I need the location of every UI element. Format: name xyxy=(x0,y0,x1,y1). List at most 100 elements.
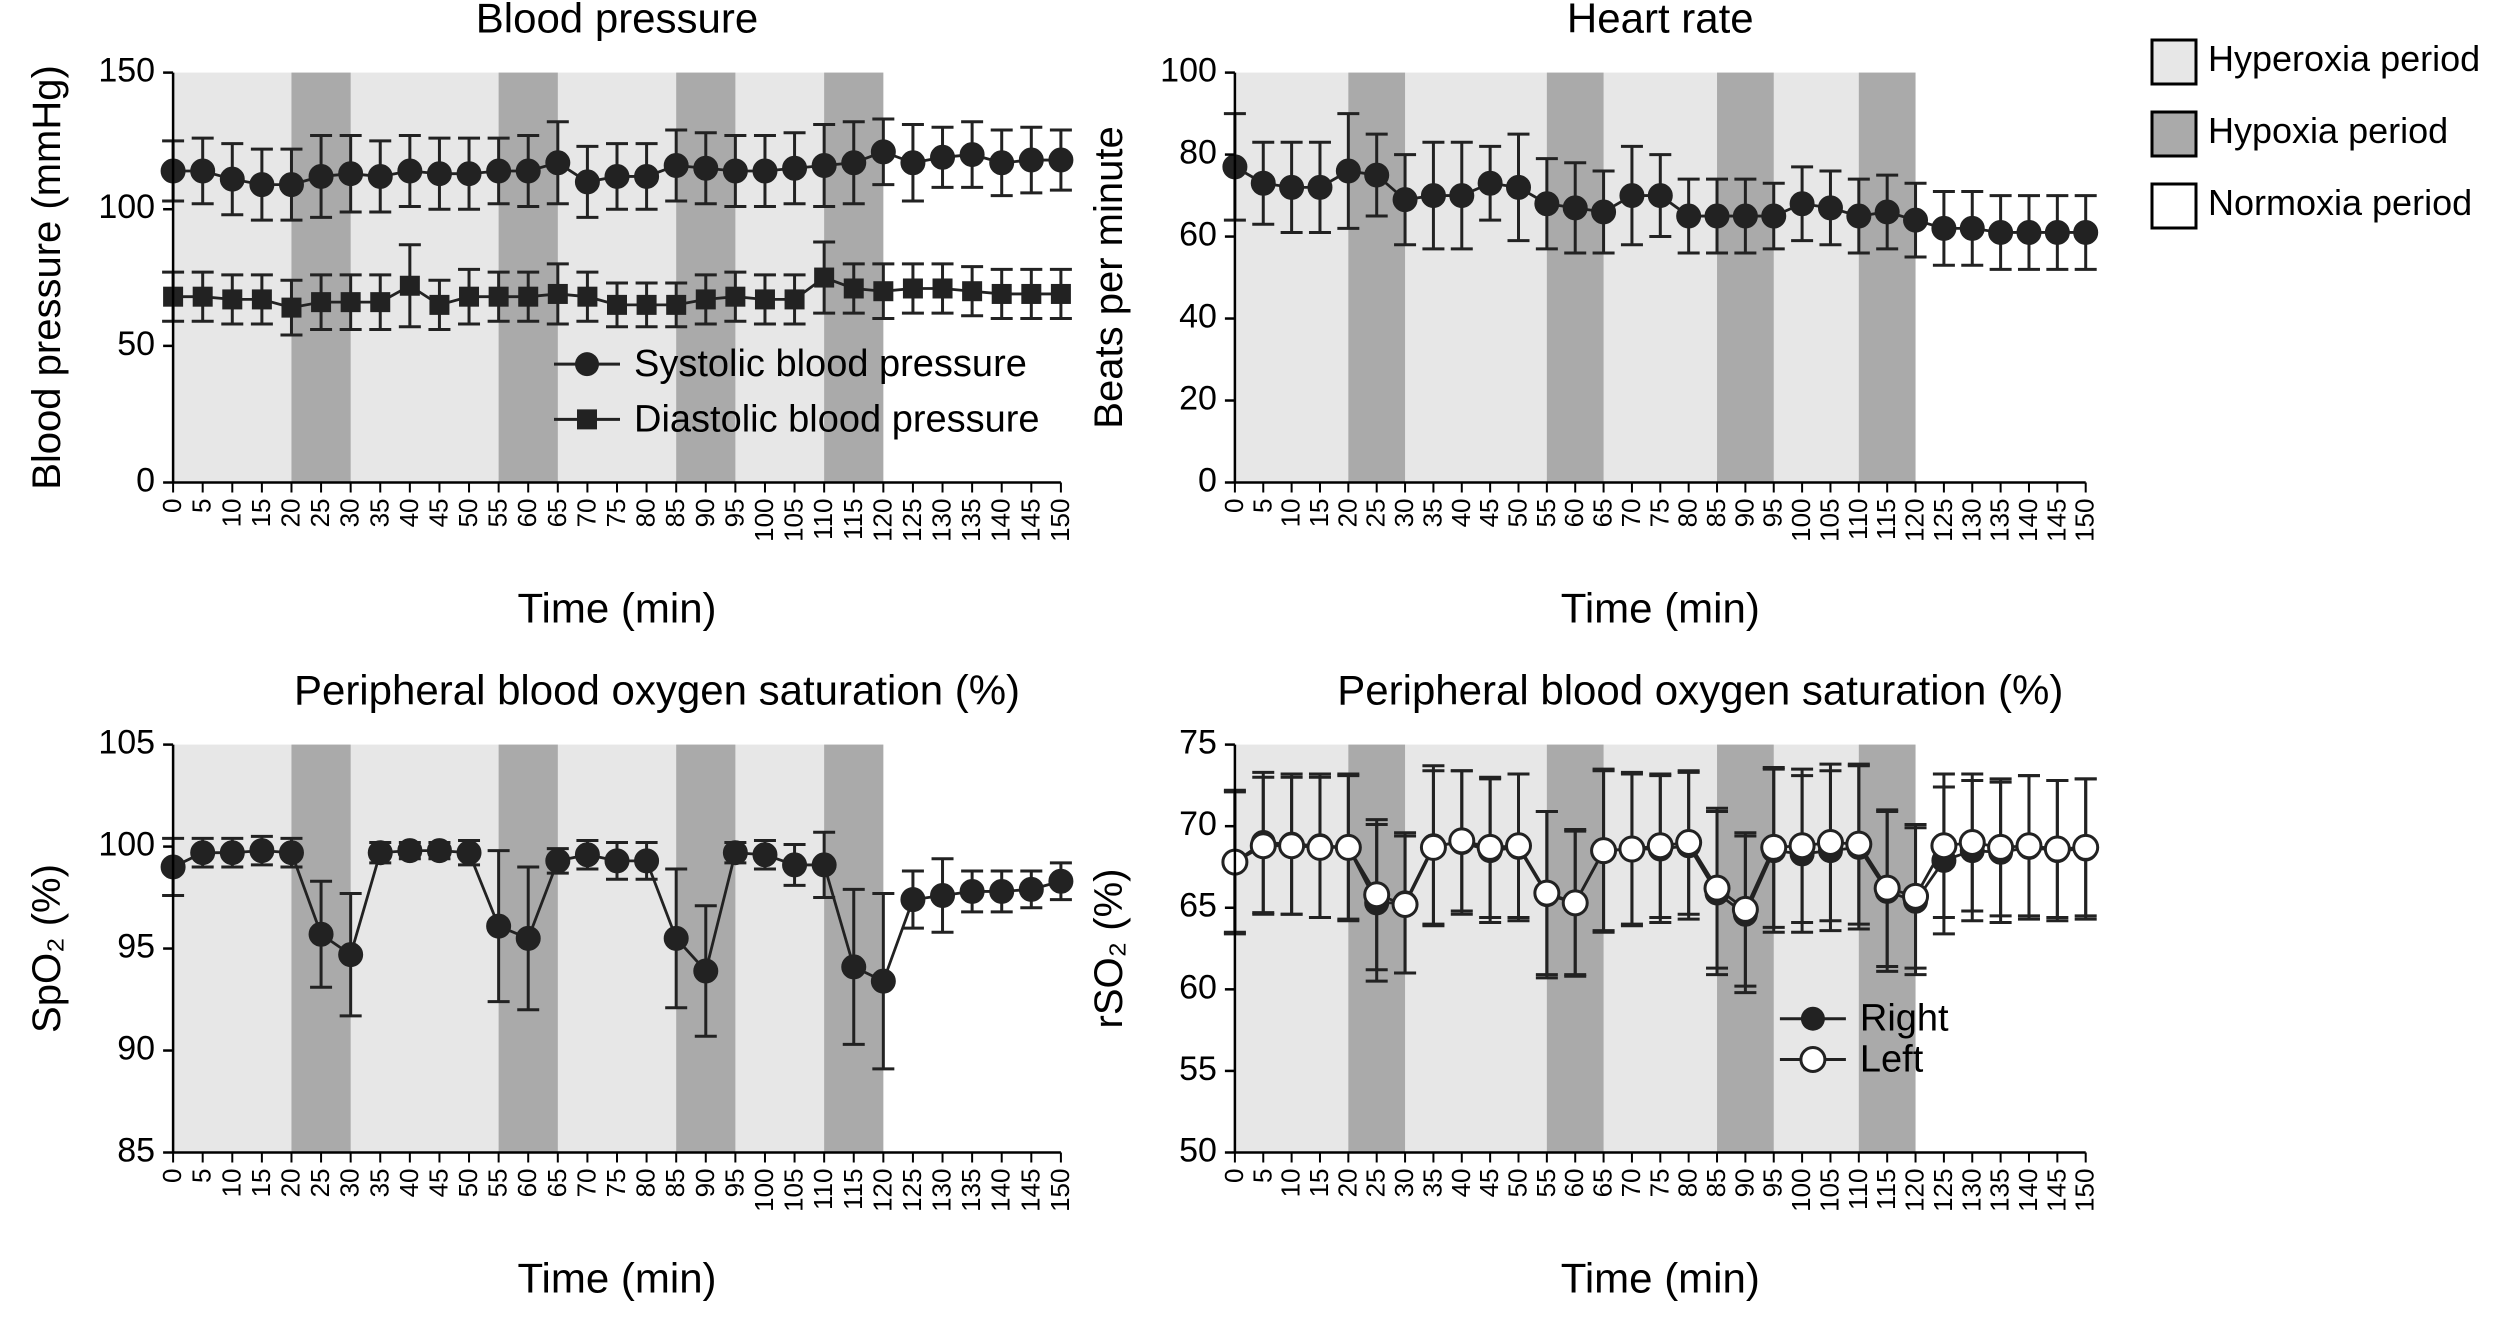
svg-text:120: 120 xyxy=(1900,499,1930,542)
svg-text:130: 130 xyxy=(1956,1169,1986,1212)
svg-text:20: 20 xyxy=(1179,380,1217,418)
svg-text:0: 0 xyxy=(136,461,155,499)
svg-text:90: 90 xyxy=(1729,1169,1759,1198)
svg-text:Time (min): Time (min) xyxy=(517,1255,716,1302)
svg-text:60: 60 xyxy=(512,1169,542,1198)
svg-text:150: 150 xyxy=(2070,1169,2100,1212)
svg-text:150: 150 xyxy=(1045,1169,1075,1212)
svg-text:60: 60 xyxy=(1559,1169,1589,1198)
svg-text:10: 10 xyxy=(216,499,246,528)
svg-text:40: 40 xyxy=(1446,499,1476,528)
svg-text:140: 140 xyxy=(2013,499,2043,542)
svg-text:Diastolic blood pressure: Diastolic blood pressure xyxy=(634,398,1040,440)
svg-text:15: 15 xyxy=(246,1169,276,1198)
svg-text:50: 50 xyxy=(1179,1131,1217,1169)
svg-text:45: 45 xyxy=(423,1169,453,1198)
svg-text:25: 25 xyxy=(1361,1169,1391,1198)
svg-text:25: 25 xyxy=(305,1169,335,1198)
svg-text:125: 125 xyxy=(1928,1169,1958,1212)
svg-text:Hyperoxia period: Hyperoxia period xyxy=(2208,38,2480,79)
svg-text:10: 10 xyxy=(1276,1169,1306,1198)
svg-text:35: 35 xyxy=(364,1169,394,1198)
svg-text:80: 80 xyxy=(631,1169,661,1198)
svg-text:55: 55 xyxy=(483,499,513,528)
svg-text:125: 125 xyxy=(897,499,927,542)
svg-text:75: 75 xyxy=(1644,499,1674,528)
svg-text:30: 30 xyxy=(335,1169,365,1198)
svg-text:95: 95 xyxy=(719,1169,749,1198)
svg-text:60: 60 xyxy=(1179,216,1217,254)
svg-text:85: 85 xyxy=(1701,1169,1731,1198)
svg-text:105: 105 xyxy=(98,724,155,762)
svg-text:150: 150 xyxy=(98,52,155,90)
svg-text:110: 110 xyxy=(1843,499,1873,540)
svg-text:100: 100 xyxy=(749,499,779,542)
svg-text:75: 75 xyxy=(1644,1169,1674,1198)
svg-text:135: 135 xyxy=(1985,1169,2015,1212)
svg-text:105: 105 xyxy=(1814,1169,1844,1212)
svg-text:80: 80 xyxy=(1179,134,1217,172)
svg-text:70: 70 xyxy=(571,1169,601,1198)
svg-text:SpO₂ (%): SpO₂ (%) xyxy=(25,864,69,1033)
svg-text:35: 35 xyxy=(1417,499,1447,528)
svg-text:115: 115 xyxy=(1871,499,1901,540)
svg-text:125: 125 xyxy=(897,1169,927,1212)
svg-text:60: 60 xyxy=(1179,968,1217,1006)
svg-text:70: 70 xyxy=(1616,499,1646,528)
svg-text:Right: Right xyxy=(1860,998,1949,1040)
svg-text:0: 0 xyxy=(157,1169,187,1183)
svg-text:90: 90 xyxy=(117,1030,155,1068)
svg-text:Time (min): Time (min) xyxy=(1561,1255,1760,1302)
svg-text:65: 65 xyxy=(542,499,572,528)
svg-text:95: 95 xyxy=(1758,1169,1788,1198)
svg-text:80: 80 xyxy=(631,499,661,528)
svg-text:55: 55 xyxy=(483,1169,513,1198)
svg-text:70: 70 xyxy=(1616,1169,1646,1198)
svg-text:85: 85 xyxy=(117,1131,155,1169)
svg-text:90: 90 xyxy=(690,499,720,528)
svg-text:105: 105 xyxy=(1814,499,1844,542)
svg-text:65: 65 xyxy=(542,1169,572,1198)
svg-text:50: 50 xyxy=(117,325,155,363)
svg-text:100: 100 xyxy=(98,826,155,864)
svg-text:95: 95 xyxy=(117,928,155,966)
svg-text:145: 145 xyxy=(2041,499,2071,542)
svg-text:35: 35 xyxy=(364,499,394,528)
svg-text:15: 15 xyxy=(246,499,276,528)
svg-text:Left: Left xyxy=(1860,1039,1924,1081)
svg-text:Systolic blood pressure: Systolic blood pressure xyxy=(634,343,1027,385)
svg-text:140: 140 xyxy=(2013,1169,2043,1212)
svg-text:20: 20 xyxy=(1332,499,1362,528)
svg-text:85: 85 xyxy=(1701,499,1731,528)
svg-text:Blood pressure: Blood pressure xyxy=(476,0,759,42)
svg-text:130: 130 xyxy=(1956,499,1986,542)
svg-text:20: 20 xyxy=(275,1169,305,1198)
svg-text:60: 60 xyxy=(1559,499,1589,528)
svg-text:Beats per minute: Beats per minute xyxy=(1087,126,1131,428)
svg-text:25: 25 xyxy=(305,499,335,528)
svg-text:25: 25 xyxy=(1361,499,1391,528)
svg-text:5: 5 xyxy=(1247,499,1277,513)
svg-text:5: 5 xyxy=(1247,1169,1277,1183)
svg-text:70: 70 xyxy=(1179,805,1217,843)
svg-text:0: 0 xyxy=(157,499,187,513)
svg-text:Time (min): Time (min) xyxy=(1561,585,1760,632)
svg-text:125: 125 xyxy=(1928,499,1958,542)
svg-text:35: 35 xyxy=(1417,1169,1447,1198)
svg-text:5: 5 xyxy=(187,499,217,513)
svg-text:10: 10 xyxy=(216,1169,246,1198)
svg-text:135: 135 xyxy=(956,1169,986,1212)
svg-text:145: 145 xyxy=(1015,1169,1045,1212)
svg-text:130: 130 xyxy=(927,1169,957,1212)
svg-text:45: 45 xyxy=(1474,1169,1504,1198)
svg-text:65: 65 xyxy=(1179,887,1217,925)
svg-text:145: 145 xyxy=(1015,499,1045,542)
svg-text:Heart rate: Heart rate xyxy=(1567,0,1754,42)
svg-text:85: 85 xyxy=(660,1169,690,1198)
svg-text:90: 90 xyxy=(690,1169,720,1198)
svg-text:10: 10 xyxy=(1276,499,1306,528)
svg-text:20: 20 xyxy=(275,499,305,528)
svg-text:135: 135 xyxy=(1985,499,2015,542)
svg-text:120: 120 xyxy=(1900,1169,1930,1212)
svg-text:95: 95 xyxy=(1758,499,1788,528)
